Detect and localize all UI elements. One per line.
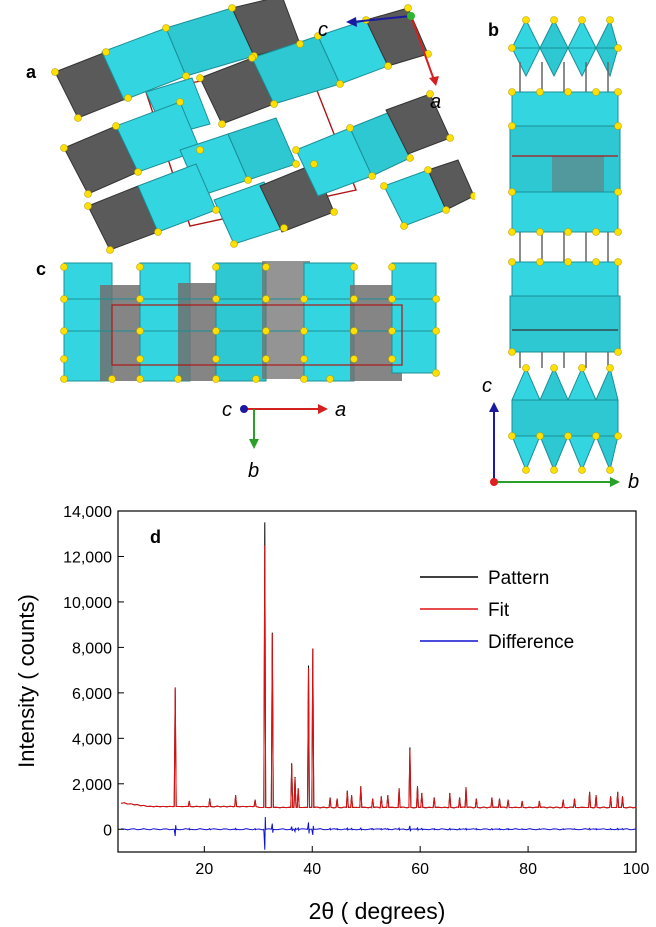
block-b-3 xyxy=(511,191,619,233)
axis-b-c-label: c xyxy=(482,375,492,397)
axis-triad-c: c a b xyxy=(222,399,346,482)
block-b-4 xyxy=(511,261,619,297)
x-tick-label: 100 xyxy=(623,861,650,878)
panel-a-structure: a xyxy=(26,0,475,254)
panel-d-label: d xyxy=(150,527,161,547)
series-pattern-line xyxy=(121,522,637,809)
linker-bonds-2 xyxy=(519,232,609,262)
y-tick-label: 12,000 xyxy=(63,549,112,566)
polyhedra-row-3 xyxy=(87,93,475,251)
y-tick-label: 4,000 xyxy=(72,731,112,748)
atoms-panel-b xyxy=(508,16,622,474)
panel-c-label: c xyxy=(36,259,46,279)
panel-b-label: b xyxy=(488,20,499,40)
x-tick-label: 40 xyxy=(303,861,321,878)
y-tick-label: 0 xyxy=(103,822,112,839)
linker-bonds-3 xyxy=(519,352,609,368)
cell-shade-b xyxy=(552,156,604,198)
y-axis-label: Intensity ( counts) xyxy=(14,594,39,768)
axis-ticks: 20 40 60 80 100 0 2,000 4,000 6,000 8,000 10,000 12… xyxy=(63,504,649,878)
x-axis-label: 2θ ( degrees) xyxy=(309,898,446,924)
axis-triad-a: c a xyxy=(318,12,441,113)
axis-a-a-label: a xyxy=(430,91,441,113)
y-tick-label: 14,000 xyxy=(63,504,112,521)
legend-label-fit: Fit xyxy=(488,600,510,621)
panel-d-xrd-chart: d 20 40 60 80 100 0 2,000 4,000 6,000 8,000 10,000… xyxy=(14,504,649,924)
pyramid-bottom xyxy=(511,366,619,472)
axis-b-b-label: b xyxy=(628,471,639,493)
atoms-panel-c xyxy=(60,263,440,383)
pyramid-top xyxy=(511,18,619,78)
axis-a-c-label: c xyxy=(318,19,328,41)
axis-c-b-label: b xyxy=(248,460,259,482)
legend-label-pattern: Pattern xyxy=(488,568,549,589)
plot-area xyxy=(121,522,637,850)
plot-frame xyxy=(117,510,637,853)
panel-a-label: a xyxy=(26,62,37,82)
axis-c-a-label: a xyxy=(335,399,346,421)
axis-triad-b: c b xyxy=(482,375,639,493)
x-tick-label: 20 xyxy=(195,861,213,878)
series-difference-line xyxy=(121,816,637,850)
legend-label-difference: Difference xyxy=(488,632,574,653)
panel-c-structure: c c a b xyxy=(36,259,440,482)
x-tick-label: 80 xyxy=(519,861,537,878)
panel-b-structure: b xyxy=(482,16,639,493)
legend: Pattern Fit Difference xyxy=(420,568,574,653)
y-tick-label: 2,000 xyxy=(72,777,112,794)
block-b-5 xyxy=(509,295,621,353)
block-b-1 xyxy=(511,91,619,127)
y-tick-label: 8,000 xyxy=(72,640,112,657)
slab-layer-c xyxy=(63,261,437,382)
axis-c-c-label: c xyxy=(222,399,232,421)
series-fit-line xyxy=(121,545,637,809)
y-tick-label: 6,000 xyxy=(72,686,112,703)
x-tick-label: 60 xyxy=(411,861,429,878)
y-tick-label: 10,000 xyxy=(63,595,112,612)
